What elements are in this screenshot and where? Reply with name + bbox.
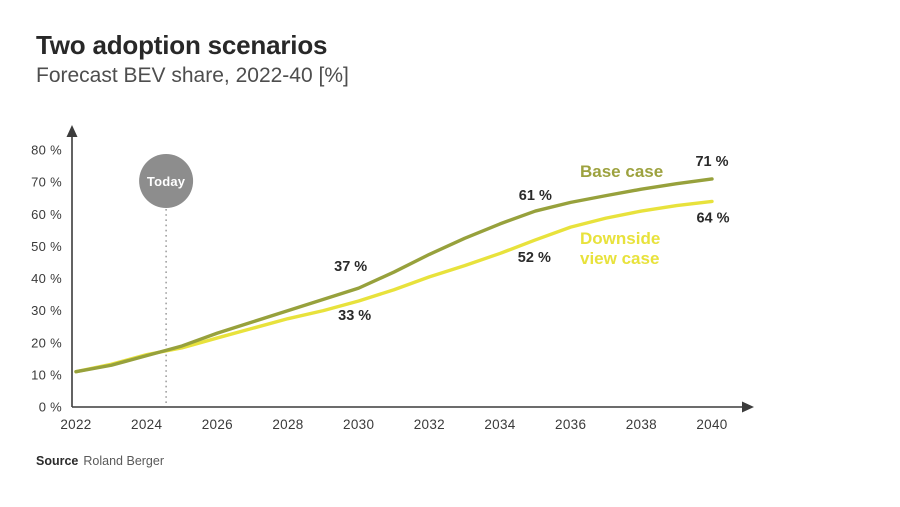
source-label: Source: [36, 454, 79, 468]
chart-title: Two adoption scenarios: [36, 30, 328, 60]
downside-view-case-line: [74, 199, 714, 374]
x-axis-tick-label: 2030: [343, 417, 374, 432]
y-axis-tick-label: 10 %: [31, 367, 62, 382]
y-axis-tick-label: 80 %: [31, 143, 62, 158]
y-axis-tick-label: 70 %: [31, 175, 62, 190]
data-label: 52 %: [518, 250, 551, 266]
data-label: 61 %: [519, 188, 552, 204]
y-axis-tick-label: 0 %: [39, 400, 62, 415]
x-axis-arrow-icon: [742, 401, 754, 413]
base-case-line: [74, 177, 714, 374]
chart-subtitle: Forecast BEV share, 2022-40 [%]: [36, 64, 349, 87]
source-note: Source Roland Berger: [36, 454, 164, 468]
y-axis-tick-label: 30 %: [31, 303, 62, 318]
y-axis-tick-label: 40 %: [31, 271, 62, 286]
x-axis-tick-label: 2022: [60, 417, 91, 432]
today-marker-circle: [139, 154, 194, 208]
legend-base-case: Base case: [580, 162, 663, 181]
legend-downside-view-case: Downside view case: [580, 229, 660, 268]
y-axis-tick-label: 20 %: [31, 335, 62, 350]
x-axis-tick-label: 2034: [484, 417, 515, 432]
x-axis-tick-label: 2028: [272, 417, 303, 432]
x-axis-tick-label: 2036: [555, 417, 586, 432]
y-axis-tick-label: 50 %: [31, 239, 62, 254]
today-marker-label: Today: [147, 174, 186, 189]
x-axis-tick-label: 2026: [202, 417, 233, 432]
y-axis-arrow-icon: [66, 125, 78, 137]
x-axis-tick-label: 2024: [131, 417, 162, 432]
x-axis-tick-label: 2040: [696, 417, 727, 432]
y-axis-tick-label: 60 %: [31, 207, 62, 222]
data-label: 71 %: [695, 154, 728, 170]
x-axis-tick-label: 2038: [626, 417, 657, 432]
source-text: Roland Berger: [83, 454, 164, 468]
data-label: 64 %: [696, 210, 729, 226]
data-label: 33 %: [338, 308, 371, 324]
x-axis-tick-label: 2032: [414, 417, 445, 432]
data-label: 37 %: [334, 259, 367, 275]
